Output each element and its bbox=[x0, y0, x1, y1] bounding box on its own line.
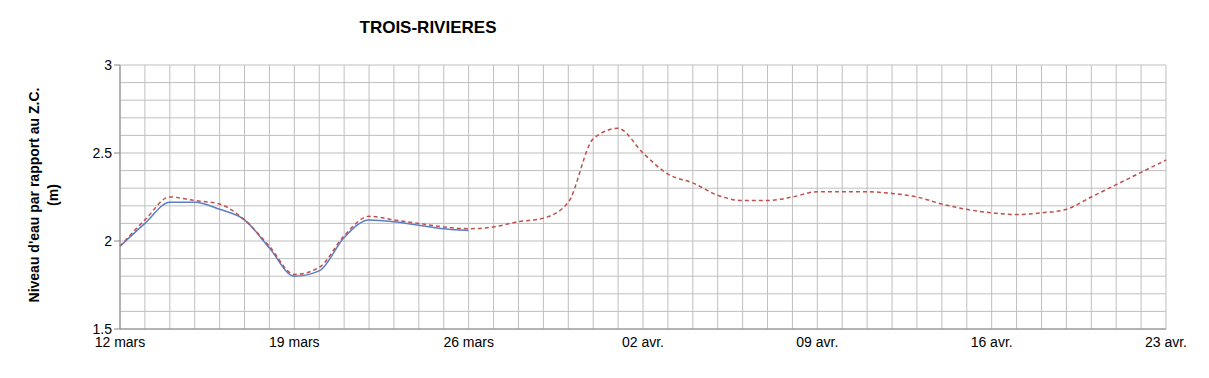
svg-text:09 avr.: 09 avr. bbox=[796, 334, 838, 350]
svg-text:1.5: 1.5 bbox=[93, 321, 113, 337]
svg-text:02 avr.: 02 avr. bbox=[622, 334, 664, 350]
svg-text:19 mars: 19 mars bbox=[269, 334, 320, 350]
svg-text:2: 2 bbox=[104, 233, 112, 249]
svg-text:3: 3 bbox=[104, 57, 112, 73]
html-text:TROIS-RIVIERES: TROIS-RIVIERES bbox=[359, 18, 497, 37]
svg-text:12 mars: 12 mars bbox=[94, 333, 146, 350]
svg-text:16 avr.: 16 avr. bbox=[971, 334, 1013, 350]
svg-text:23 avr.: 23 avr. bbox=[1145, 334, 1187, 350]
svg-text:26 mars: 26 mars bbox=[443, 334, 494, 350]
html-text:Niveau d'eau par rapport au Z.: Niveau d'eau par rapport au Z.C. (m) bbox=[26, 87, 61, 303]
svg-text:2.5: 2.5 bbox=[93, 145, 113, 161]
